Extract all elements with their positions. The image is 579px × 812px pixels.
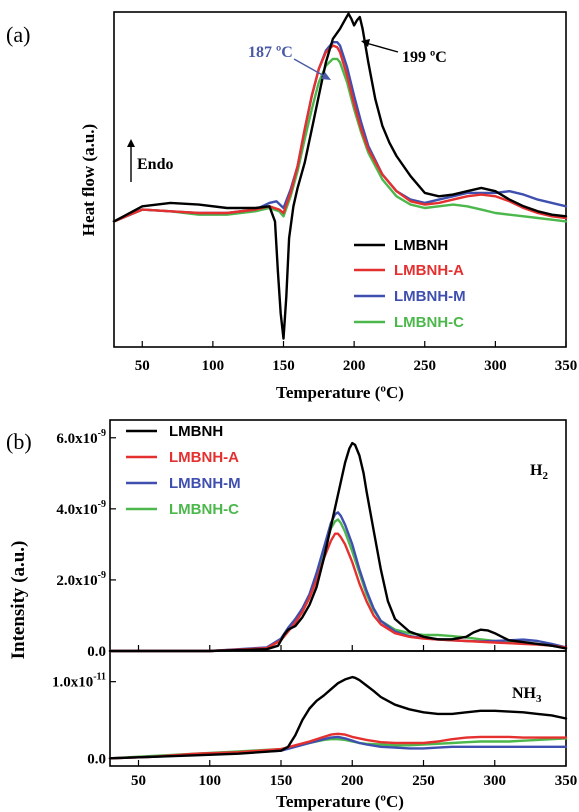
series-line-a-lmbnh-c xyxy=(112,57,568,223)
panel-b-lower-series-group xyxy=(108,675,568,760)
panel-a-series-group xyxy=(112,12,568,340)
annotation-187-arrow-icon xyxy=(293,58,327,78)
series-line-b-lmbnh-c xyxy=(108,518,568,653)
y-b-upper-tick-label-3: 6.0x10-9 xyxy=(56,428,106,447)
legend-b-label-lmbnh-c: LMBNH-C xyxy=(169,501,239,518)
x-tick-label-a-250: 250 xyxy=(414,358,437,374)
endo-arrowhead-icon xyxy=(127,139,135,147)
series-line-a-lmbnh-a xyxy=(112,44,568,223)
x-tick-label-b-350: 350 xyxy=(555,773,578,789)
panel-a-legend: LMBNH LMBNH-A LMBNH-M LMBNH-C xyxy=(354,237,466,331)
endo-label: Endo xyxy=(137,156,173,173)
panel-b-y-axis-label: Intensity (a.u.) xyxy=(8,541,29,660)
annotation-199-arrowhead-icon xyxy=(361,39,370,47)
series-line-c-lmbnh xyxy=(108,675,568,760)
panel-a-y-axis-label: Heat flow (a.u.) xyxy=(79,124,98,236)
x-tick-label-a-100: 100 xyxy=(202,358,225,374)
x-tick-label-b-100: 100 xyxy=(199,773,222,789)
x-tick-label-a-50: 50 xyxy=(135,358,150,374)
panel-a-label: (a) xyxy=(6,22,30,47)
x-tick-label-b-250: 250 xyxy=(412,773,435,789)
legend-b-label-lmbnh-m: LMBNH-M xyxy=(169,475,241,492)
panel-b-lower-y-ticks: 0.0 1.0x10-11 xyxy=(52,672,116,767)
legend-a-label-lmbnh-a: LMBNH-A xyxy=(394,262,464,279)
panel-a-x-axis-label: Temperature (ºC) xyxy=(276,383,404,402)
annotation-187-arrowhead-icon xyxy=(321,72,331,80)
panel-b-upper-series-group xyxy=(108,441,568,653)
x-tick-label-a-200: 200 xyxy=(343,358,366,374)
x-tick-label-a-300: 300 xyxy=(484,358,507,374)
series-line-b-lmbnh-a xyxy=(108,532,568,653)
legend-a-label-lmbnh-c: LMBNH-C xyxy=(394,314,464,331)
x-tick-label-b-50: 50 xyxy=(131,773,146,789)
panel-b-upper-y-ticks: 0.0 2.0x10-9 4.0x10-9 6.0x10-9 xyxy=(56,428,116,660)
panel-a-frame xyxy=(113,11,567,348)
y-b-lower-tick-label-0: 0.0 xyxy=(87,751,106,767)
x-tick-label-b-150: 150 xyxy=(270,773,293,789)
legend-b-label-lmbnh: LMBNH xyxy=(169,423,223,440)
legend-b-label-lmbnh-a: LMBNH-A xyxy=(169,449,239,466)
series-line-a-lmbnh xyxy=(112,12,568,340)
x-tick-label-b-200: 200 xyxy=(341,773,364,789)
panel-a: (a) 50 100 150 200 250 300 350 Temperature (ºC… xyxy=(6,11,578,402)
panel-b-legend: LMBNH LMBNH-A LMBNH-M LMBNH-C xyxy=(126,423,241,518)
y-b-upper-tick-label-1: 2.0x10-9 xyxy=(56,570,106,589)
annotation-187: 187 ºC xyxy=(248,44,293,61)
x-tick-label-a-350: 350 xyxy=(555,358,578,374)
panel-b-lower-frame xyxy=(109,650,567,767)
series-line-b-lmbnh xyxy=(108,441,568,653)
legend-a-label-lmbnh: LMBNH xyxy=(394,237,448,254)
series-line-a-lmbnh-m xyxy=(112,41,568,223)
legend-a-label-lmbnh-m: LMBNH-M xyxy=(394,288,466,305)
annotation-199: 199 ºC xyxy=(402,49,447,66)
annotation-199-arrow-icon xyxy=(365,42,399,53)
panel-b-x-ticks: 50 100 150 200 250 300 350 xyxy=(131,645,577,789)
h2-label: H2 xyxy=(530,462,548,482)
y-b-lower-tick-label-1: 1.0x10-11 xyxy=(52,672,106,691)
x-tick-label-b-300: 300 xyxy=(484,773,507,789)
series-line-c-lmbnh-m xyxy=(108,735,568,760)
panel-a-x-ticks: 50 100 150 200 250 300 350 xyxy=(135,341,578,374)
nh3-label: NH3 xyxy=(512,685,542,705)
panel-b: (b) 0.0 2.0x10-9 4.0x10-9 6.0x10-9 0.0 1.0x1… xyxy=(6,419,577,811)
panel-b-x-axis-label: Temperature (ºC) xyxy=(276,792,404,811)
panel-b-label: (b) xyxy=(6,429,32,454)
y-b-upper-tick-label-2: 4.0x10-9 xyxy=(56,499,106,518)
x-tick-label-a-150: 150 xyxy=(272,358,295,374)
y-b-upper-tick-label-0: 0.0 xyxy=(87,644,106,660)
